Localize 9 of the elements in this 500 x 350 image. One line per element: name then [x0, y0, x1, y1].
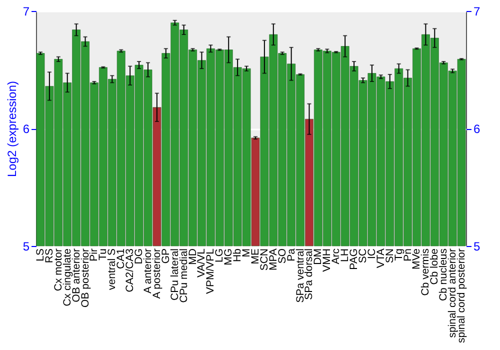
y-tick-label: 5: [22, 240, 30, 254]
x-tick-label: CPu medial: [178, 248, 190, 303]
y2-tick-label: 6: [474, 122, 480, 136]
y2-tick-label: 7: [474, 4, 480, 18]
y2-tick-label: 5: [474, 240, 480, 254]
y-tick-label: 7: [22, 4, 30, 18]
y-tick-label: 6: [22, 122, 30, 136]
y-axis-title: Log2 (expression): [4, 80, 19, 178]
x-tick-label: spinal cord posterior: [456, 248, 468, 344]
